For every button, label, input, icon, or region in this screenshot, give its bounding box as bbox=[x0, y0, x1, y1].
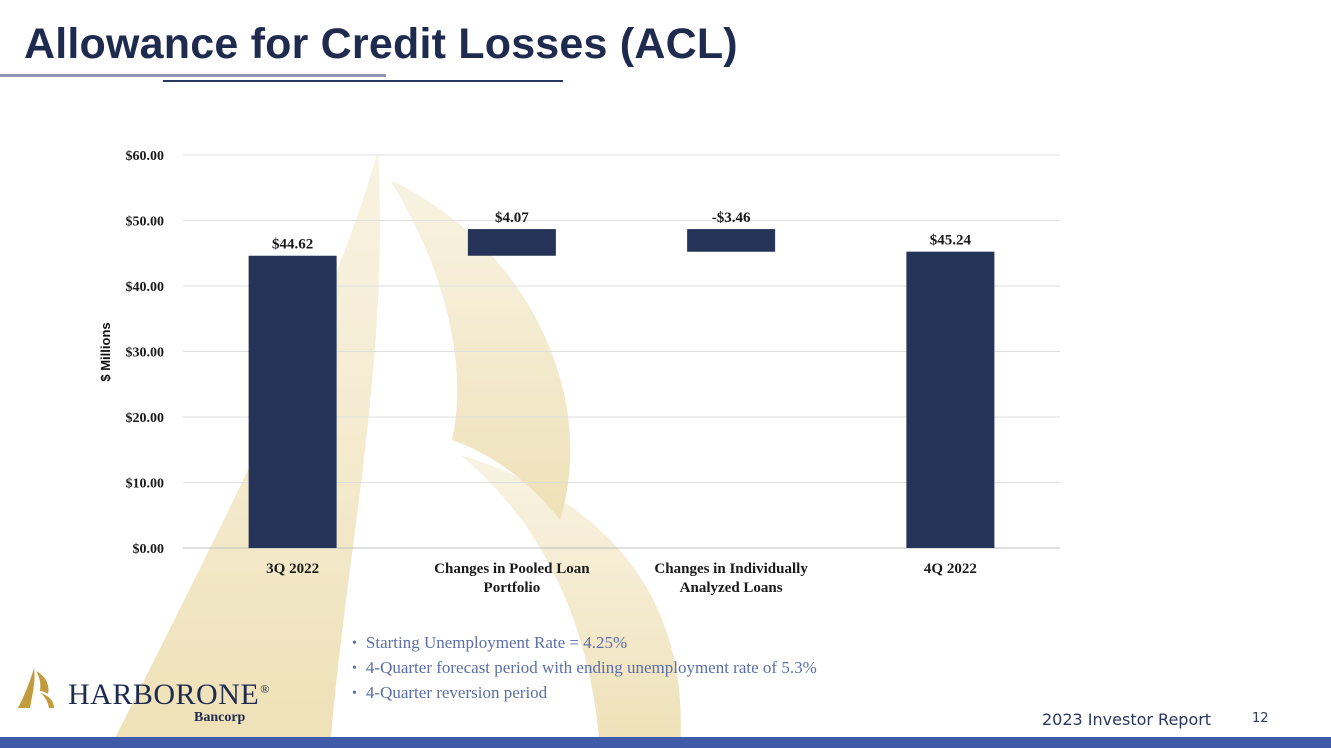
y-tick-label: $40.00 bbox=[126, 280, 165, 295]
x-tick-label: 3Q 2022 bbox=[266, 561, 319, 577]
logo-wordmark: HARBORONE® bbox=[68, 678, 270, 712]
bar bbox=[906, 251, 995, 549]
title-underline-accent bbox=[163, 80, 563, 82]
data-label: $44.62 bbox=[272, 237, 313, 253]
y-axis-label: $ Millions bbox=[98, 322, 113, 381]
slide-title: Allowance for Credit Losses (ACL) bbox=[24, 20, 738, 68]
harborone-logo: HARBORONE® Bancorp bbox=[18, 664, 278, 734]
data-label: $4.07 bbox=[495, 210, 529, 226]
logo-subtitle: Bancorp bbox=[194, 710, 246, 725]
sail-logo-icon bbox=[18, 668, 54, 708]
title-underline bbox=[0, 74, 386, 77]
footer-report-title: 2023 Investor Report bbox=[1042, 710, 1212, 729]
y-tick-label: $30.00 bbox=[126, 346, 165, 361]
notes-list: Starting Unemployment Rate = 4.25% 4-Qua… bbox=[352, 631, 817, 706]
y-tick-label: $0.00 bbox=[133, 542, 165, 557]
x-tick-label: Changes in Pooled Loan bbox=[434, 561, 590, 577]
bar bbox=[687, 229, 776, 252]
y-tick-label: $50.00 bbox=[126, 215, 165, 230]
y-tick-label: $10.00 bbox=[126, 477, 165, 492]
data-label: -$3.46 bbox=[712, 210, 751, 226]
x-tick-label: Analyzed Loans bbox=[680, 580, 783, 596]
note-item: 4-Quarter forecast period with ending un… bbox=[352, 656, 817, 681]
x-tick-label: Changes in Individually bbox=[654, 561, 808, 577]
y-tick-label: $60.00 bbox=[126, 149, 165, 164]
data-label: $45.24 bbox=[930, 233, 972, 249]
page-number: 12 bbox=[1252, 711, 1269, 726]
footer-bar bbox=[0, 737, 1331, 748]
x-tick-label: 4Q 2022 bbox=[924, 561, 977, 577]
logo-name: HARBORONE bbox=[68, 678, 260, 711]
note-item: 4-Quarter reversion period bbox=[352, 681, 817, 706]
bar bbox=[248, 255, 337, 548]
registered-mark: ® bbox=[260, 682, 270, 696]
y-tick-label: $20.00 bbox=[126, 411, 165, 426]
x-tick-label: Portfolio bbox=[484, 580, 541, 596]
bar bbox=[467, 229, 556, 256]
note-item: Starting Unemployment Rate = 4.25% bbox=[352, 631, 817, 656]
